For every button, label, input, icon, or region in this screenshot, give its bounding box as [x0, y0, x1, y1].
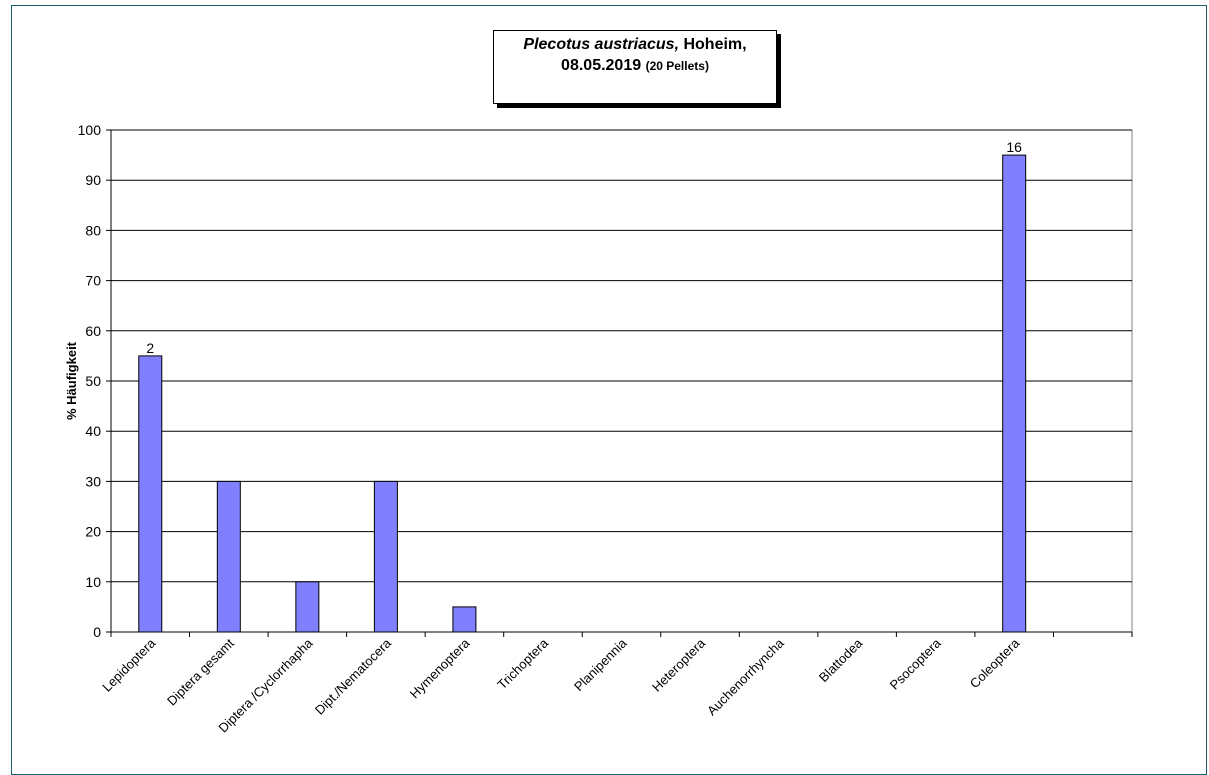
bar — [1002, 154, 1027, 633]
title-date: 08.05.2019 — [561, 57, 642, 74]
x-tick-label: Hymenoptera — [407, 635, 473, 701]
x-tick-label: Diptera gesamt — [164, 635, 237, 708]
y-tick-label: 50 — [85, 373, 101, 389]
title-location: Hoheim, — [679, 36, 747, 53]
y-tick-label: 80 — [85, 222, 101, 238]
x-tick-label: Heteroptera — [649, 635, 709, 695]
y-tick-label: 20 — [85, 524, 101, 540]
bar — [373, 480, 398, 633]
y-tick-label: 10 — [85, 574, 101, 590]
y-tick-label: 30 — [85, 473, 101, 489]
y-axis-label: % Häufigkeit — [64, 341, 79, 420]
bar — [138, 355, 163, 633]
y-tick-label: 100 — [78, 122, 102, 138]
chart-title-box: Plecotus austriacus, Hoheim, 08.05.2019 … — [493, 30, 777, 104]
x-tick-label: Planipennia — [571, 635, 630, 694]
x-tick-label: Lepidoptera — [99, 635, 159, 695]
x-tick-label: Dipt./Nematocera — [312, 635, 395, 718]
y-tick-label: 40 — [85, 423, 101, 439]
y-tick-label: 0 — [93, 624, 101, 640]
bar — [216, 480, 241, 633]
title-species: Plecotus austriacus, — [523, 36, 680, 53]
x-tick-label: Coleoptera — [967, 635, 1023, 691]
y-tick-label: 60 — [85, 323, 101, 339]
data-label: 16 — [1006, 139, 1022, 155]
x-tick-label: Psocoptera — [887, 635, 945, 693]
y-tick-label: 90 — [85, 172, 101, 188]
x-tick-label: Auchenorrhyncha — [704, 635, 787, 718]
bar — [452, 606, 477, 633]
chart-title-line1: Plecotus austriacus, Hoheim, — [494, 35, 776, 55]
x-tick-label: Trichoptera — [494, 635, 551, 692]
x-tick-label: Blattodea — [816, 635, 866, 685]
bar — [295, 581, 320, 633]
y-tick-label: 70 — [85, 273, 101, 289]
data-label: 2 — [146, 340, 154, 356]
chart-title-line2: 08.05.2019 (20 Pellets) — [494, 55, 776, 77]
title-pellets-note: (20 Pellets) — [645, 59, 709, 73]
